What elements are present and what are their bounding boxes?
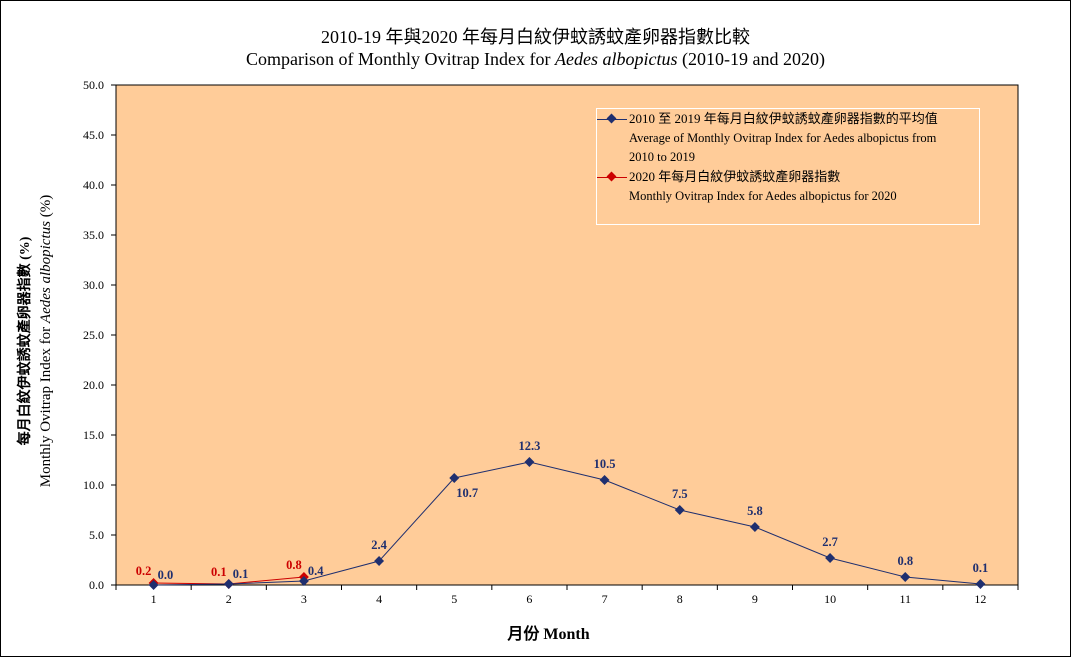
x-axis-label: 月份 Month — [507, 626, 590, 643]
legend-marker-icon — [597, 172, 627, 182]
plot-area — [115, 84, 1019, 586]
x-tick-label: 11 — [899, 592, 911, 606]
data-point — [524, 457, 535, 467]
y-tick-label: 15.0 — [83, 428, 104, 442]
data-point — [825, 553, 836, 563]
legend-sub: Monthly Ovitrap Index for Aedes albopict… — [629, 189, 897, 203]
legend-marker-icon — [597, 114, 627, 124]
legend-sub: Average of Monthly Ovitrap Index for Aed… — [629, 131, 937, 145]
data-point — [148, 580, 159, 590]
y-tick-label: 50.0 — [83, 78, 104, 92]
y-tick-label: 35.0 — [83, 228, 104, 242]
data-point — [374, 556, 385, 566]
x-tick-label: 2 — [226, 592, 232, 606]
data-label: 10.5 — [594, 457, 616, 471]
y-tick-label: 0.0 — [89, 578, 104, 592]
data-label: 0.1 — [233, 567, 249, 581]
x-tick-label: 12 — [974, 592, 986, 606]
legend: 2010 至 2019 年每月白紋伊蚊誘蚊產卵器指數的平均值 Average o… — [596, 108, 980, 225]
data-label: 2.7 — [822, 535, 838, 549]
data-point — [223, 579, 234, 589]
y-tick-label: 30.0 — [83, 278, 104, 292]
x-tick-label: 7 — [602, 592, 608, 606]
data-point — [674, 505, 685, 515]
x-tick-label: 8 — [677, 592, 683, 606]
legend-item-2020: 2020 年每月白紋伊蚊誘蚊產卵器指數 — [597, 167, 979, 187]
data-label: 2.4 — [371, 538, 387, 552]
data-label: 5.8 — [747, 504, 763, 518]
data-label: 7.5 — [672, 487, 688, 501]
data-point — [975, 579, 986, 589]
x-tick-label: 1 — [151, 592, 157, 606]
chart-title: 2010-19 年與2020 年每月白紋伊蚊誘蚊產卵器指數比較 — [321, 27, 750, 47]
y-tick-label: 5.0 — [89, 528, 104, 542]
data-point — [900, 572, 911, 582]
data-label: 0.8 — [897, 554, 913, 568]
series-line — [153, 461, 981, 586]
y-tick-label: 20.0 — [83, 378, 104, 392]
y-tick-label: 40.0 — [83, 178, 104, 192]
x-tick-label: 3 — [301, 592, 307, 606]
y-tick-label: 45.0 — [83, 128, 104, 142]
data-label: 0.1 — [973, 561, 989, 575]
y-tick-label: 25.0 — [83, 328, 104, 342]
data-label: 0.2 — [136, 564, 152, 578]
data-label: 0.4 — [308, 564, 324, 578]
legend-sub: 2010 to 2019 — [629, 150, 695, 164]
data-label: 0.0 — [158, 568, 174, 582]
data-label: 0.8 — [286, 558, 302, 572]
data-label: 12.3 — [518, 439, 540, 453]
y-tick-label: 10.0 — [83, 478, 104, 492]
data-label: 0.1 — [211, 565, 227, 579]
data-point — [298, 576, 309, 586]
x-tick-label: 4 — [376, 592, 382, 606]
x-tick-label: 10 — [824, 592, 836, 606]
y-axis-label: 每月白紋伊蚊誘蚊產卵器指數 (%) Monthly Ovitrap Index … — [18, 194, 54, 488]
x-tick-label: 9 — [752, 592, 758, 606]
data-label: 10.7 — [456, 486, 478, 500]
data-point — [749, 522, 760, 532]
x-tick-label: 5 — [451, 592, 457, 606]
x-tick-label: 6 — [526, 592, 532, 606]
data-point — [599, 475, 610, 485]
data-point — [449, 473, 460, 483]
chart-subtitle: Comparison of Monthly Ovitrap Index for … — [246, 49, 825, 69]
legend-item-average: 2010 至 2019 年每月白紋伊蚊誘蚊產卵器指數的平均值 — [597, 109, 979, 129]
